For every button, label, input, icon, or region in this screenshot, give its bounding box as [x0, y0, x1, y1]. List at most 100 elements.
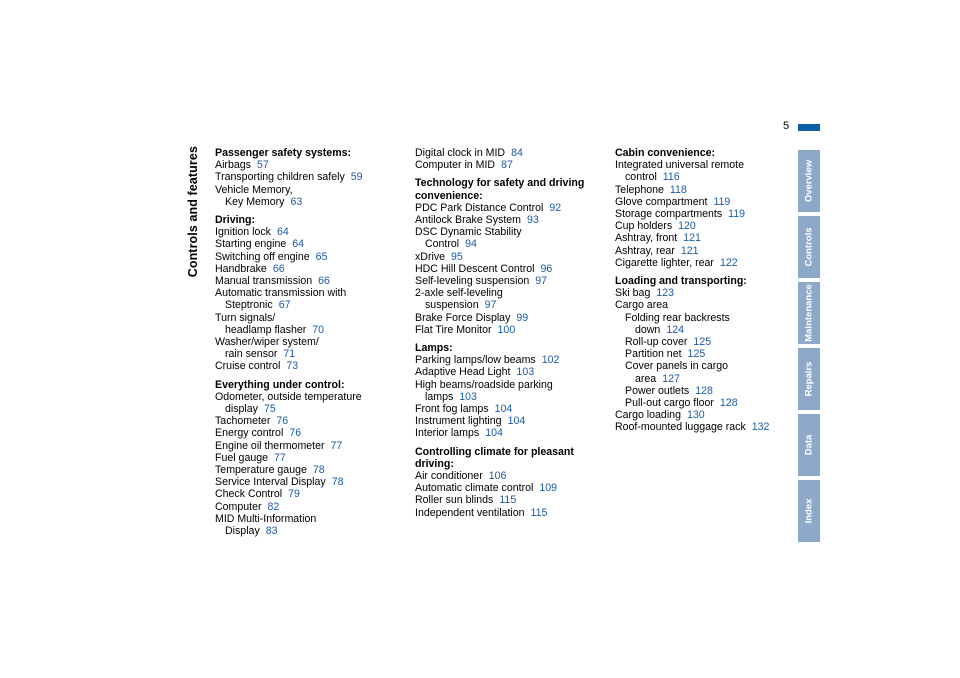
page-link[interactable]: 125 — [687, 348, 706, 361]
page-link[interactable]: 100 — [497, 323, 516, 336]
toc-entry[interactable]: Fuel gauge 77 — [215, 452, 405, 464]
page-link[interactable]: 63 — [290, 195, 303, 208]
tab-data[interactable]: Data — [798, 414, 820, 476]
page-link[interactable]: 97 — [484, 299, 497, 312]
page-link[interactable]: 104 — [485, 427, 503, 440]
page-link[interactable]: 122 — [719, 256, 738, 269]
toc-entry[interactable]: High beams/roadside parking lamps 103 — [415, 379, 605, 403]
page-link[interactable]: 130 — [686, 409, 705, 422]
page-link[interactable]: 119 — [713, 195, 731, 208]
toc-entry[interactable]: Cup holders 120 — [615, 220, 805, 232]
page-link[interactable]: 87 — [501, 159, 513, 172]
page-link[interactable]: 121 — [680, 244, 699, 257]
toc-entry[interactable]: Self-leveling suspension 97 — [415, 275, 605, 287]
toc-entry[interactable]: Cargo area — [615, 299, 805, 311]
toc-entry[interactable]: Partition net 125 — [615, 348, 805, 360]
page-link[interactable]: 115 — [530, 506, 548, 519]
toc-entry[interactable]: Odometer, outside temperature display 75 — [215, 391, 405, 415]
tab-repairs[interactable]: Repairs — [798, 348, 820, 410]
page-link[interactable]: 104 — [507, 415, 526, 428]
page-link[interactable]: 82 — [267, 500, 280, 513]
toc-entry[interactable]: Ashtray, front 121 — [615, 232, 805, 244]
toc-entry[interactable]: Airbags 57 — [215, 159, 405, 171]
page-link[interactable]: 120 — [678, 220, 696, 233]
page-link[interactable]: 115 — [499, 494, 517, 507]
toc-entry[interactable]: Roll-up cover 125 — [615, 336, 805, 348]
toc-entry[interactable]: Roller sun blinds 115 — [415, 494, 605, 506]
toc-entry[interactable]: Manual transmission 66 — [215, 275, 405, 287]
toc-entry[interactable]: Ski bag 123 — [615, 287, 805, 299]
toc-entry[interactable]: Pull-out cargo floor 128 — [615, 397, 805, 409]
tab-maintenance[interactable]: Maintenance — [798, 282, 820, 344]
toc-entry[interactable]: Starting engine 64 — [215, 238, 405, 250]
toc-entry[interactable]: Tachometer 76 — [215, 415, 405, 427]
toc-entry[interactable]: Engine oil thermometer 77 — [215, 440, 405, 452]
toc-entry[interactable]: Washer/wiper system/rain sensor 71 — [215, 336, 405, 360]
page-link[interactable]: 103 — [516, 366, 535, 379]
toc-entry[interactable]: Roof-mounted luggage rack 132 — [615, 421, 805, 433]
toc-entry[interactable]: Independent ventilation 115 — [415, 507, 605, 519]
toc-entry[interactable]: Brake Force Display 99 — [415, 312, 605, 324]
toc-entry[interactable]: HDC Hill Descent Control 96 — [415, 263, 605, 275]
page-link[interactable]: 104 — [494, 403, 513, 416]
page-link[interactable]: 76 — [276, 415, 289, 428]
page-link[interactable]: 77 — [274, 451, 286, 464]
toc-entry[interactable]: PDC Park Distance Control 92 — [415, 202, 605, 214]
page-link[interactable]: 78 — [312, 464, 325, 477]
toc-entry[interactable]: DSC Dynamic Stability Control 94 — [415, 226, 605, 250]
toc-entry[interactable]: Cigarette lighter, rear 122 — [615, 257, 805, 269]
page-link[interactable]: 96 — [540, 262, 553, 275]
toc-entry[interactable]: Instrument lighting 104 — [415, 415, 605, 427]
page-link[interactable]: 94 — [465, 238, 477, 251]
tab-controls[interactable]: Controls — [798, 216, 820, 278]
toc-entry[interactable]: Telephone 118 — [615, 184, 805, 196]
page-link[interactable]: 118 — [669, 183, 687, 196]
tab-overview[interactable]: Overview — [798, 150, 820, 212]
page-link[interactable]: 124 — [666, 323, 685, 336]
page-link[interactable]: 65 — [315, 250, 328, 263]
page-link[interactable]: 93 — [526, 214, 539, 227]
toc-entry[interactable]: Power outlets 128 — [615, 385, 805, 397]
toc-entry[interactable]: Storage compartments 119 — [615, 208, 805, 220]
toc-entry[interactable]: Automatic transmission with Steptronic 67 — [215, 287, 405, 311]
toc-entry[interactable]: Parking lamps/low beams 102 — [415, 354, 605, 366]
toc-entry[interactable]: Ignition lock 64 — [215, 226, 405, 238]
page-link[interactable]: 97 — [535, 275, 548, 288]
page-link[interactable]: 64 — [276, 226, 289, 239]
toc-entry[interactable]: Flat Tire Monitor 100 — [415, 324, 605, 336]
page-link[interactable]: 103 — [459, 390, 477, 403]
toc-entry[interactable]: Digital clock in MID 84 — [415, 147, 605, 159]
page-link[interactable]: 78 — [331, 476, 344, 489]
page-link[interactable]: 77 — [330, 439, 343, 452]
toc-entry[interactable]: Air conditioner 106 — [415, 470, 605, 482]
toc-entry[interactable]: Service Interval Display 78 — [215, 476, 405, 488]
page-link[interactable]: 102 — [541, 354, 560, 367]
toc-entry[interactable]: Ashtray, rear 121 — [615, 245, 805, 257]
page-link[interactable]: 127 — [662, 372, 680, 385]
toc-entry[interactable]: Temperature gauge 78 — [215, 464, 405, 476]
toc-entry[interactable]: Energy control 76 — [215, 427, 405, 439]
page-link[interactable]: 109 — [539, 482, 558, 495]
page-link[interactable]: 119 — [728, 208, 746, 221]
page-link[interactable]: 121 — [683, 232, 701, 245]
page-link[interactable]: 66 — [272, 262, 285, 275]
toc-entry[interactable]: Automatic climate control 109 — [415, 482, 605, 494]
page-link[interactable]: 59 — [350, 171, 363, 184]
page-link[interactable]: 67 — [278, 299, 291, 312]
toc-entry[interactable]: 2-axle self-leveling suspension 97 — [415, 287, 605, 311]
page-link[interactable]: 57 — [256, 159, 269, 172]
tab-index[interactable]: Index — [798, 480, 820, 542]
page-link[interactable]: 125 — [693, 336, 712, 349]
toc-entry[interactable]: Switching off engine 65 — [215, 251, 405, 263]
toc-entry[interactable]: Cover panels in cargo area 127 — [615, 360, 805, 384]
page-link[interactable]: 70 — [312, 323, 325, 336]
toc-entry[interactable]: Interior lamps 104 — [415, 427, 605, 439]
page-link[interactable]: 64 — [292, 238, 305, 251]
page-link[interactable]: 83 — [265, 525, 278, 538]
toc-entry[interactable]: Computer 82 — [215, 501, 405, 513]
page-link[interactable]: 73 — [286, 360, 299, 373]
toc-entry[interactable]: Handbrake 66 — [215, 263, 405, 275]
toc-entry[interactable]: Turn signals/headlamp flasher 70 — [215, 312, 405, 336]
page-link[interactable]: 66 — [318, 275, 330, 288]
page-link[interactable]: 71 — [283, 348, 296, 361]
